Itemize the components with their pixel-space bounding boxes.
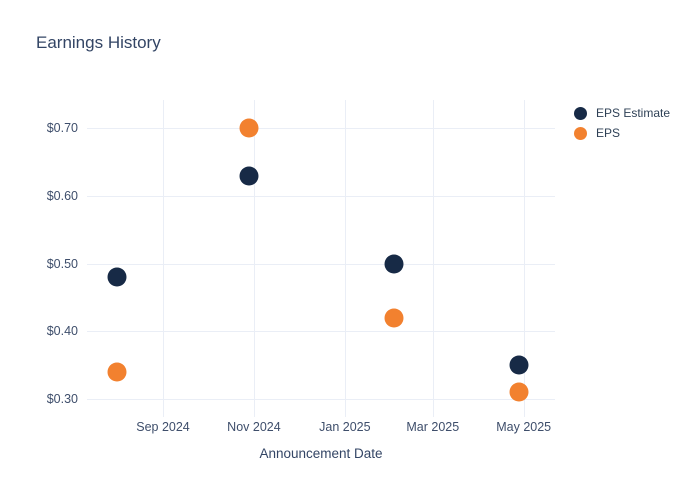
data-point-eps-estimate[interactable] [509, 355, 529, 375]
legend-label: EPS Estimate [596, 106, 671, 120]
gridline-vertical [163, 100, 164, 417]
data-point-eps-estimate[interactable] [239, 166, 259, 186]
x-tick-label: Mar 2025 [406, 420, 460, 434]
data-point-eps-estimate[interactable] [107, 267, 127, 287]
gridline-vertical [432, 100, 434, 417]
x-tick-label: Sep 2024 [136, 420, 190, 434]
legend-item-eps-estimate[interactable]: EPS Estimate [574, 103, 670, 123]
y-tick-label: $0.60 [46, 188, 78, 203]
y-tick-label: $0.50 [46, 256, 78, 271]
x-tick-label: Nov 2024 [227, 420, 281, 434]
data-point-eps[interactable] [509, 382, 529, 402]
x-axis-title: Announcement Date [259, 446, 383, 461]
y-tick-label: $0.30 [46, 391, 78, 406]
y-tick-label: $0.70 [46, 121, 78, 136]
chart-title: Earnings History [36, 33, 161, 52]
gridline-horizontal [87, 128, 555, 130]
legend-item-eps[interactable]: EPS [574, 123, 670, 143]
gridline-horizontal [87, 195, 555, 197]
gridline-horizontal [87, 331, 555, 333]
data-point-eps[interactable] [239, 118, 259, 138]
legend-marker-icon [574, 106, 587, 120]
gridline-vertical [523, 100, 525, 417]
legend: EPS Estimate EPS [574, 103, 670, 143]
data-point-eps[interactable] [107, 362, 127, 382]
x-tick-label: May 2025 [496, 420, 552, 434]
gridline-vertical [253, 100, 255, 417]
legend-label: EPS [596, 126, 621, 140]
y-tick-label: $0.40 [46, 324, 78, 339]
legend-marker-icon [574, 126, 587, 140]
x-tick-label: Jan 2025 [319, 420, 371, 434]
gridline-horizontal [87, 263, 555, 265]
data-point-eps-estimate[interactable] [384, 254, 404, 274]
data-point-eps[interactable] [384, 308, 404, 328]
gridline-vertical [344, 100, 346, 417]
gridline-horizontal [87, 398, 555, 400]
